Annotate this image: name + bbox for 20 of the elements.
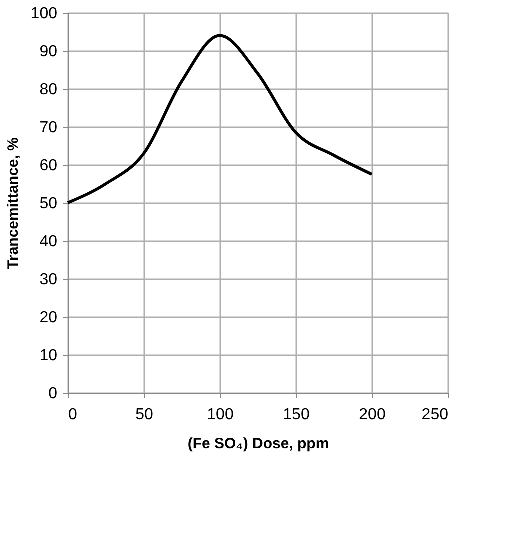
y-tick-label: 50	[40, 196, 58, 212]
x-tick-label: 250	[422, 406, 449, 424]
y-tick-label: 90	[40, 44, 58, 60]
x-tick-label: 200	[359, 406, 386, 424]
line-series	[66, 34, 374, 204]
y-tick-label: 100	[30, 6, 58, 22]
y-tick-label: 80	[40, 82, 58, 98]
y-tick-label: 0	[48, 386, 58, 402]
y-tick-label: 30	[40, 272, 58, 288]
y-axis-title: Trancemittance, %	[4, 138, 22, 270]
y-tick-label: 70	[40, 120, 58, 136]
y-tick-label: 40	[40, 234, 58, 250]
x-axis-title: (Fe SO₄) Dose, ppm	[188, 436, 330, 452]
x-tick-label: 100	[207, 406, 234, 424]
x-tick-label: 50	[136, 406, 154, 424]
y-tick-label: 60	[40, 158, 58, 174]
y-tick-label: 20	[40, 310, 58, 326]
x-tick-label: 0	[68, 406, 78, 424]
y-tick-label: 10	[40, 348, 58, 364]
x-tick-label: 150	[283, 406, 310, 424]
